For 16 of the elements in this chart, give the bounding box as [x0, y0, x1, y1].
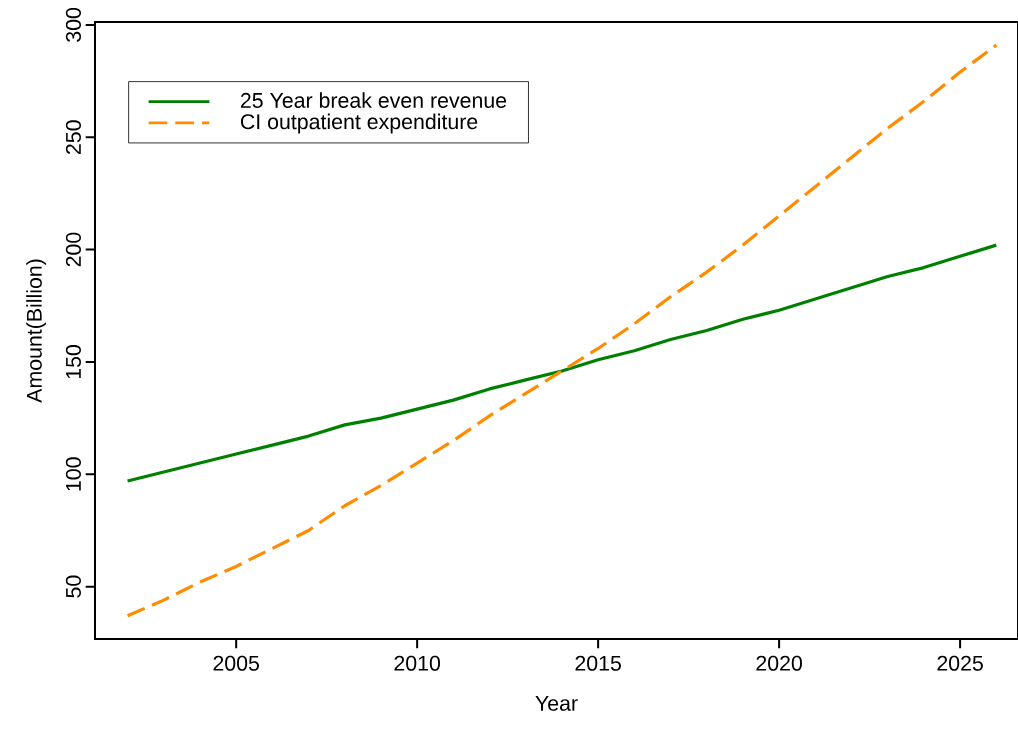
x-tick-label: 2015 — [575, 655, 621, 671]
y-tick-label: 300 — [65, 7, 81, 42]
line-series — [125, 43, 998, 618]
y-tick-label: 100 — [65, 457, 81, 491]
y-axis-title: Amount(Billion) — [26, 259, 47, 403]
x-tick-label: 2025 — [937, 655, 983, 671]
x-tick-label: 2005 — [213, 655, 259, 671]
legend-label: 25 Year break even revenue — [240, 92, 507, 108]
y-tick-label: 250 — [65, 120, 81, 154]
x-tick-label: 2010 — [394, 655, 441, 671]
x-tick-label: 2020 — [756, 655, 802, 671]
y-tick-label: 200 — [65, 232, 81, 267]
x-axis-title: Year — [535, 695, 578, 711]
legend-label: CI outpatient expenditure — [240, 113, 478, 134]
y-tick-label: 150 — [65, 345, 81, 379]
y-tick-label: 50 — [65, 575, 81, 598]
